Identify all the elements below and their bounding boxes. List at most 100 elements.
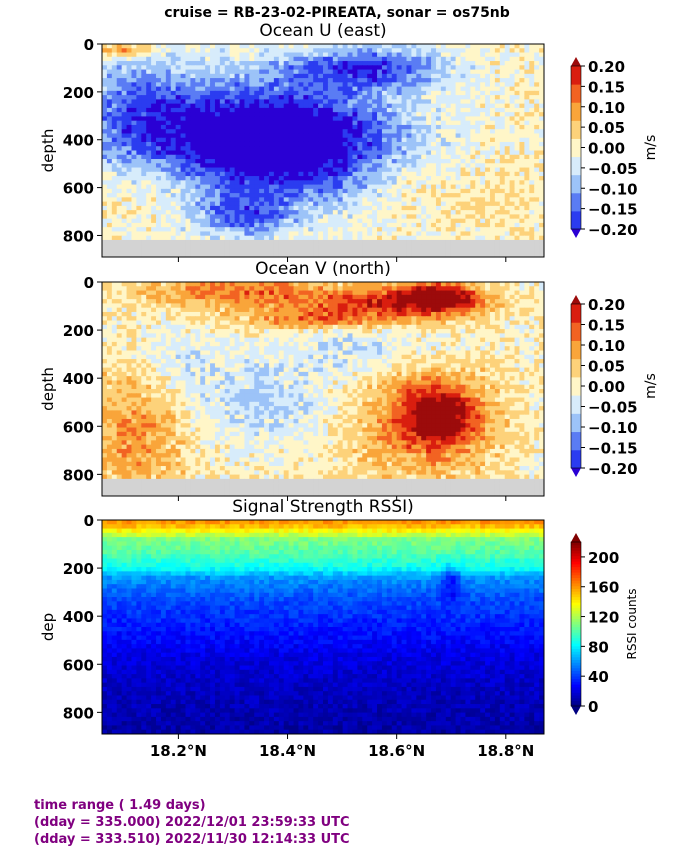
colorbar-extend-min [571, 706, 581, 715]
colorbar-segment [571, 102, 581, 121]
colorbar-segment [571, 585, 581, 589]
colorbar-segment [571, 340, 581, 360]
y-tick-label: 0 [84, 512, 94, 530]
colorbar-extend-max [571, 295, 581, 304]
colorbar-tick-label: 40 [588, 668, 609, 686]
colorbar-segment [571, 449, 581, 469]
colorbar: 200 160 120 80 40 0 RSSI counts [570, 533, 639, 716]
colorbar-segment [571, 700, 581, 704]
colorbar-segment [571, 692, 581, 696]
colorbar-segment [571, 648, 581, 652]
colorbar-segment [571, 667, 581, 671]
colorbar-segment [571, 703, 581, 707]
colorbar-tick-label: 0 [588, 698, 598, 716]
colorbar-segment [571, 607, 581, 611]
plot-area [102, 44, 544, 257]
colorbar-tick-label: 0.20 [588, 58, 625, 76]
colorbar-segment [571, 580, 581, 584]
y-tick-label: 200 [63, 560, 94, 578]
colorbar-segment [571, 629, 581, 633]
colorbar-segment [571, 681, 581, 685]
colorbar-segment [571, 613, 581, 617]
colorbar-segment [571, 413, 581, 433]
y-tick-label: 400 [63, 370, 94, 388]
colorbar-segment [571, 678, 581, 682]
panel-rssi: Signal Strength RSSI)0200400600800dep18.… [39, 497, 639, 760]
colorbar-frame [570, 541, 582, 707]
colorbar-extend-min [571, 229, 581, 238]
colorbar-extend-max [571, 533, 581, 542]
y-axis-label: depth [39, 367, 57, 411]
colorbar-tick-label: −0.10 [588, 419, 638, 437]
y-tick-label: 0 [84, 274, 94, 292]
colorbar-segment [571, 610, 581, 614]
colorbar-segment [571, 558, 581, 562]
colorbar-segment [571, 588, 581, 592]
colorbar-segment [571, 583, 581, 587]
colorbar-segment [571, 645, 581, 650]
colorbar-segment [571, 550, 581, 554]
colorbar-segment [571, 138, 581, 158]
y-tick-label: 400 [63, 608, 94, 626]
colorbar-segment [571, 640, 581, 644]
colorbar-segment [571, 659, 581, 663]
x-tick-label: 18.8°N [477, 742, 534, 760]
y-tick-label: 800 [63, 466, 94, 484]
footer-time-range: time range ( 1.49 days) [34, 798, 206, 813]
plot-area [102, 520, 544, 734]
panel-title: Signal Strength RSSI) [232, 497, 414, 517]
colorbar-segment [571, 544, 581, 548]
colorbar-segment [571, 651, 581, 655]
colorbar-segment [571, 322, 581, 341]
colorbar-label: m/s [643, 135, 659, 161]
y-tick-label: 200 [63, 84, 94, 102]
colorbar-tick-label: 160 [588, 579, 619, 597]
colorbar-segment [571, 577, 581, 581]
colorbar-tick-label: 0.05 [588, 358, 625, 376]
colorbar-tick-label: −0.15 [588, 201, 638, 219]
colorbar-segment [571, 561, 581, 565]
figure-suptitle: cruise = RB-23-02-PIREATA, sonar = os75n… [164, 5, 510, 21]
colorbar-segment [571, 84, 581, 103]
colorbar-segment [571, 566, 581, 570]
x-tick-label: 18.6°N [368, 742, 425, 760]
colorbar-tick-label: 0.20 [588, 296, 625, 314]
panel-ocean-u: Ocean U (east) 0 200 400 600 800 depth 0.20 0.15… [39, 21, 659, 262]
colorbar-tick-label: −0.10 [588, 180, 638, 198]
footer-dday-end: (dday = 335.000) 2022/12/01 23:59:33 UTC [34, 815, 350, 830]
colorbar-segment [571, 210, 581, 230]
colorbar-segment [571, 604, 581, 609]
colorbar-segment [571, 695, 581, 699]
panel-ocean-v: Ocean V (north) 0 200 400 600 800 depth 0.20 0.1… [39, 259, 659, 501]
colorbar-segment [571, 156, 581, 176]
colorbar-segment [571, 689, 581, 693]
colorbar-segment [571, 602, 581, 606]
colorbar-tick-label: −0.20 [588, 460, 638, 478]
colorbar-segment [571, 624, 581, 628]
y-tick-label: 800 [63, 704, 94, 722]
colorbar-segment [571, 547, 581, 551]
colorbar-segment [571, 552, 581, 557]
colorbar-segment [571, 656, 581, 661]
y-tick-label: 800 [63, 227, 94, 245]
panel-title: Ocean V (north) [255, 259, 391, 279]
x-tick-label: 18.4°N [259, 742, 316, 760]
colorbar-tick-label: −0.20 [588, 221, 638, 239]
colorbar-segment [571, 395, 581, 414]
colorbar-tick-label: 0.10 [588, 99, 625, 117]
colorbar: 0.20 0.15 0.10 0.05 0.00 −0.05 −0.10 −0.15 −0.20… [570, 57, 659, 239]
colorbar-segment [571, 654, 581, 658]
axes-frame [101, 281, 545, 497]
colorbar-tick-label: 0.15 [588, 78, 625, 96]
colorbar-segment [571, 673, 581, 677]
colorbar-segment [571, 358, 581, 378]
colorbar-segment [571, 574, 581, 579]
colorbar-segment [571, 376, 581, 396]
colorbar-segment [571, 555, 581, 559]
colorbar-segment [571, 675, 581, 680]
plot-area [102, 282, 544, 496]
y-tick-label: 600 [63, 180, 94, 198]
colorbar-segment [571, 637, 581, 641]
colorbar-segment [571, 662, 581, 666]
colorbar-label: RSSI counts [625, 588, 639, 659]
